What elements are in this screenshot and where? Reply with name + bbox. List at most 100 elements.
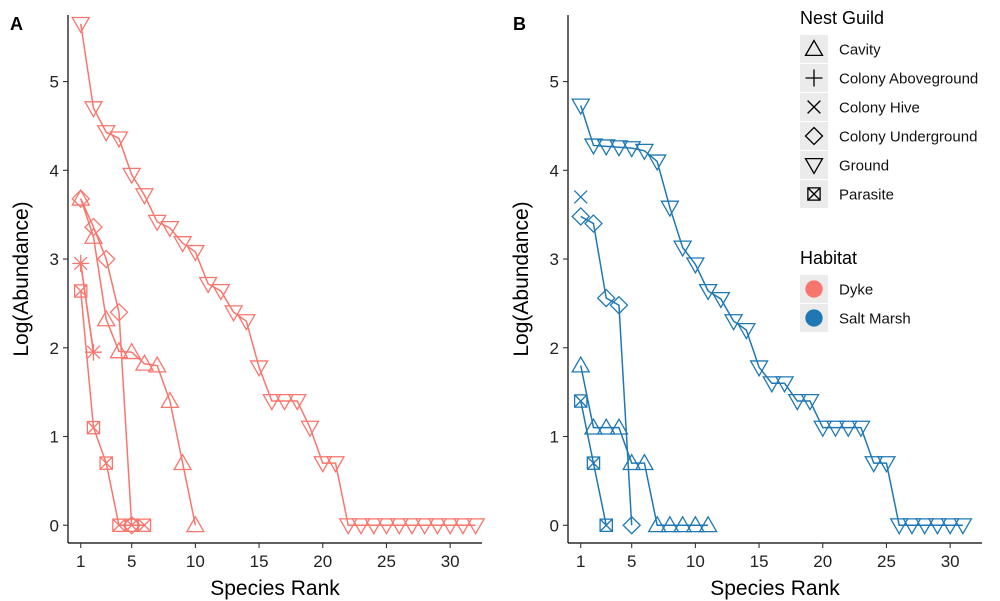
point-cavity	[698, 515, 718, 533]
y-tick-label: 0	[50, 516, 59, 535]
series-cavity	[71, 188, 206, 533]
point-parasite	[73, 284, 88, 298]
point-ground	[813, 420, 833, 438]
point-ground	[427, 518, 448, 536]
point-ground	[711, 291, 731, 309]
series-line-colony-underground	[80, 198, 133, 526]
point-ground	[71, 16, 91, 34]
legend-label: Colony Aboveground	[839, 71, 978, 88]
series-colony-aboveground	[72, 254, 102, 361]
y-axis-title: Log(Abundance)	[510, 201, 533, 356]
y-tick-label: 5	[550, 73, 559, 92]
x-tick-label: 30	[941, 552, 960, 571]
point-ground	[453, 518, 473, 536]
series-colony-underground	[71, 189, 142, 535]
point-colony-aboveground	[84, 343, 102, 361]
series-parasite	[573, 394, 613, 533]
point-cavity	[160, 391, 180, 409]
filled-circle-icon	[805, 309, 823, 327]
point-cavity	[634, 453, 655, 471]
point-ground	[723, 314, 744, 331]
y-tick-label: 5	[50, 73, 59, 92]
series-line-ground	[79, 23, 476, 527]
legend-item-dyke: Dyke	[800, 275, 873, 303]
point-cavity	[185, 515, 206, 533]
point-ground	[83, 101, 104, 118]
series-line-cavity	[80, 198, 197, 526]
y-tick-label: 1	[50, 428, 59, 447]
point-ground	[211, 283, 231, 301]
legend-label: Cavity	[839, 42, 881, 59]
point-ground	[762, 376, 782, 394]
series-cavity	[571, 355, 718, 533]
point-colony-underground	[571, 207, 591, 226]
point-colony-underground	[109, 302, 129, 322]
legend: Nest Guild Cavity Colony Aboveground Colony…	[800, 8, 978, 332]
point-colony-underground	[584, 214, 603, 233]
diamond-icon	[804, 126, 824, 146]
point-ground	[736, 323, 756, 340]
point-cavity	[609, 417, 629, 435]
point-ground	[415, 518, 435, 536]
point-ground	[466, 518, 486, 536]
point-ground	[838, 420, 858, 438]
point-cavity	[109, 341, 129, 359]
legend-item-colony-underground: Colony Underground	[800, 122, 977, 150]
point-colony-underground	[84, 217, 103, 237]
series-parasite	[73, 284, 152, 533]
point-colony-hive	[573, 190, 588, 204]
series-ground	[71, 16, 486, 536]
legend-title-nest-guild: Nest Guild	[800, 8, 884, 28]
point-cavity	[596, 417, 616, 435]
x-tick-label: 20	[813, 552, 832, 571]
point-ground	[800, 393, 820, 411]
point-ground	[147, 214, 167, 232]
point-ground	[864, 456, 884, 473]
point-cavity	[173, 453, 193, 471]
x-tick-label: 1	[76, 552, 85, 571]
point-ground	[774, 376, 795, 394]
x-axis-title: Species Rank	[210, 577, 340, 600]
point-ground	[249, 360, 269, 378]
series-colony-hive	[573, 190, 588, 204]
point-parasite	[573, 394, 588, 408]
legend-label: Dyke	[839, 282, 873, 299]
legend-key-bg	[800, 122, 828, 150]
point-ground	[300, 420, 320, 438]
x-tick-label: 15	[250, 552, 269, 571]
series-line-colony-underground	[580, 215, 633, 526]
point-ground	[262, 393, 282, 411]
legend-title-habitat: Habitat	[800, 248, 857, 268]
legend-label: Colony Underground	[839, 129, 977, 146]
series-line-colony-aboveground	[79, 263, 95, 353]
series-line-ground	[580, 105, 963, 527]
point-colony-underground	[609, 295, 629, 315]
point-ground	[940, 518, 960, 536]
point-ground	[325, 456, 346, 473]
point-cavity	[583, 417, 604, 435]
legend-item-cavity: Cavity	[800, 35, 881, 63]
point-ground	[596, 139, 616, 157]
legend-item-ground: Ground	[800, 151, 889, 179]
point-colony-underground	[96, 249, 116, 269]
series-line-parasite	[79, 290, 145, 527]
legend-label: Salt Marsh	[839, 311, 911, 328]
point-parasite	[586, 456, 601, 470]
point-ground	[647, 154, 667, 172]
point-ground	[685, 257, 706, 275]
x-tick-label: 30	[441, 552, 460, 571]
point-ground	[185, 244, 206, 262]
point-ground	[927, 518, 948, 536]
point-ground	[571, 98, 591, 116]
point-colony-underground	[71, 189, 91, 209]
x-tick-label: 15	[750, 552, 769, 571]
point-parasite	[599, 518, 613, 533]
point-ground	[673, 240, 693, 258]
y-tick-label: 3	[50, 250, 59, 269]
x-tick-label: 20	[313, 552, 332, 571]
x-tick-label: 25	[877, 552, 896, 571]
point-ground	[609, 140, 629, 158]
point-cavity	[685, 515, 706, 533]
